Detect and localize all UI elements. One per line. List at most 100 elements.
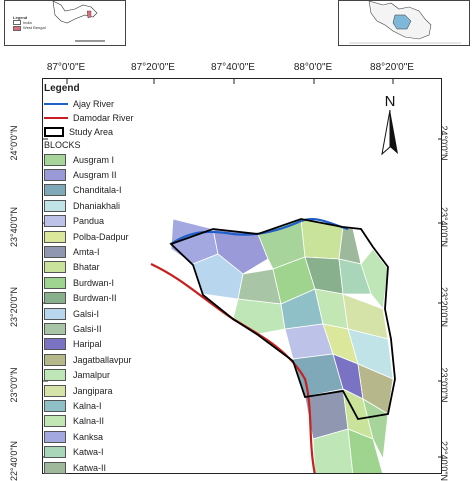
legend-block-label: Jamalpur — [73, 370, 111, 381]
legend-block-swatch — [44, 338, 66, 351]
legend-block-item: Kalna-II — [44, 414, 172, 429]
legend-block-item: Polba-Dadpur — [44, 229, 172, 244]
inset-india-outline — [52, 1, 105, 42]
legend-blocks-title: BLOCKS — [44, 140, 81, 150]
legend-block-item: Galsi-I — [44, 306, 172, 321]
legend-block-swatch — [44, 276, 66, 289]
inset-map-west-bengal — [338, 0, 470, 46]
legend-block-label: Chanditala-I — [73, 185, 122, 196]
legend-block-item: Bhatar — [44, 260, 172, 275]
block-south-4 — [347, 428, 383, 473]
legend-block-item: Kanksa — [44, 429, 172, 444]
inset-legend-west-bengal-label: West Bengal — [23, 25, 46, 31]
study-area-box-symbol — [44, 127, 64, 137]
legend-block-swatch — [44, 369, 66, 382]
legend-block-item: Pandua — [44, 214, 172, 229]
legend-block-swatch — [44, 415, 66, 428]
legend-ajay-river-label: Ajay River — [73, 99, 115, 109]
legend-block-swatch — [44, 246, 66, 259]
legend-block-label: Kalna-II — [73, 416, 105, 427]
block-south-3 — [312, 428, 354, 473]
legend-block-swatch — [44, 199, 66, 212]
north-arrow-icon: N — [381, 93, 398, 156]
legend-block-item: Burdwan-I — [44, 275, 172, 290]
legend-blocks-list: Ausgram I Ausgram II Chanditala-I Dhaniakha… — [44, 152, 172, 475]
legend-block-item: Jangipara — [44, 383, 172, 398]
legend-block-label: Haripal — [73, 339, 102, 350]
longitude-label-87-0: 87°0'0"E — [46, 62, 86, 73]
inset-map-india: Legend India West Bengal — [4, 0, 126, 46]
ajay-river-line-symbol — [44, 103, 68, 105]
legend-study-area: Study Area — [44, 125, 172, 139]
legend-block-item: Jamalpur — [44, 367, 172, 382]
study-area-map — [43, 79, 441, 473]
latitude-label-24-left: 24°0'0"N — [9, 125, 19, 161]
main-map-frame — [42, 78, 442, 474]
inset-legend: Legend India West Bengal — [13, 15, 46, 31]
legend-block-swatch — [44, 169, 66, 182]
inset-west-bengal-outline — [349, 1, 461, 44]
legend-study-area-label: Study Area — [69, 127, 114, 137]
longitude-label-88-0: 88°0'0"E — [293, 62, 333, 73]
legend-block-item: Katwa-II — [44, 460, 172, 475]
longitude-label-87-40: 87°40'0"E — [211, 62, 255, 73]
legend-block-item: Jagatballavpur — [44, 352, 172, 367]
inset-swatch-west-bengal — [13, 25, 21, 31]
legend-block-label: Burdwan-I — [73, 277, 115, 288]
legend-block-label: Burdwan-II — [73, 293, 117, 304]
block-jamalpur — [232, 298, 286, 335]
inset-legend-india: India — [13, 20, 46, 26]
latitude-label-23-0-left: 23°0'0"N — [9, 367, 19, 403]
block-kalna-ii-north — [360, 248, 389, 310]
legend-block-label: Galsi-I — [73, 308, 100, 319]
block-south-2 — [362, 398, 389, 461]
legend-ajay-river: Ajay River — [44, 97, 172, 111]
legend-block-item: Galsi-II — [44, 321, 172, 336]
legend-damodar-river: Damodar River — [44, 111, 172, 125]
legend-block-swatch — [44, 261, 66, 274]
damodar-river-line-symbol — [44, 117, 68, 119]
latitude-label-23-20-left: 23°20'0"N — [9, 286, 19, 328]
legend-block-label: Polba-Dadpur — [73, 231, 129, 242]
legend-block-item: Amta-I — [44, 244, 172, 259]
legend-block-swatch — [44, 446, 66, 459]
legend-block-label: Katwa-II — [73, 462, 107, 473]
legend-block-item: Kalna-I — [44, 398, 172, 413]
legend-block-label: Pandua — [73, 216, 105, 227]
legend-block-label: Katwa-I — [73, 447, 104, 458]
longitude-label-88-20: 88°20'0"E — [370, 62, 414, 73]
legend-block-swatch — [44, 399, 66, 412]
north-arrow-label: N — [385, 93, 396, 110]
legend-block-label: Dhaniakhali — [73, 200, 121, 211]
legend-block-swatch — [44, 461, 66, 474]
inset-legend-title: Legend — [13, 15, 28, 20]
legend-block-item: Dhaniakhali — [44, 198, 172, 213]
legend-block-label: Kanksa — [73, 431, 104, 442]
legend-block-swatch — [44, 184, 66, 197]
inset-legend-india-label: India — [23, 20, 32, 25]
legend-block-item: Ausgram I — [44, 152, 172, 167]
legend-block-swatch — [44, 430, 66, 443]
longitude-label-87-20: 87°20'0"E — [131, 62, 175, 73]
legend-block-swatch — [44, 230, 66, 243]
latitude-label-22-40-left: 22°40'0"N — [9, 440, 19, 481]
legend-block-swatch — [44, 307, 66, 320]
legend-block-item: Burdwan-II — [44, 291, 172, 306]
legend-block-label: Jagatballavpur — [73, 354, 132, 365]
legend-block-item: Haripal — [44, 337, 172, 352]
damodar-river — [150, 263, 316, 473]
legend-block-item: Katwa-I — [44, 444, 172, 459]
legend-block-swatch — [44, 322, 66, 335]
block-katwa-ii — [338, 226, 362, 265]
legend-block-label: Amta-I — [73, 247, 100, 258]
legend-block-label: Galsi-II — [73, 323, 102, 334]
legend-damodar-river-label: Damodar River — [73, 113, 134, 123]
legend-block-label: Ausgram II — [73, 170, 117, 181]
legend-title: Legend — [44, 83, 80, 94]
legend-block-label: Ausgram I — [73, 154, 115, 165]
inset-west-bengal — [86, 10, 92, 19]
legend-block-item: Ausgram II — [44, 167, 172, 182]
legend-block-label: Bhatar — [73, 262, 100, 273]
legend-block-swatch — [44, 384, 66, 397]
latitude-label-23-40-left: 23°40'0"N — [9, 206, 19, 248]
